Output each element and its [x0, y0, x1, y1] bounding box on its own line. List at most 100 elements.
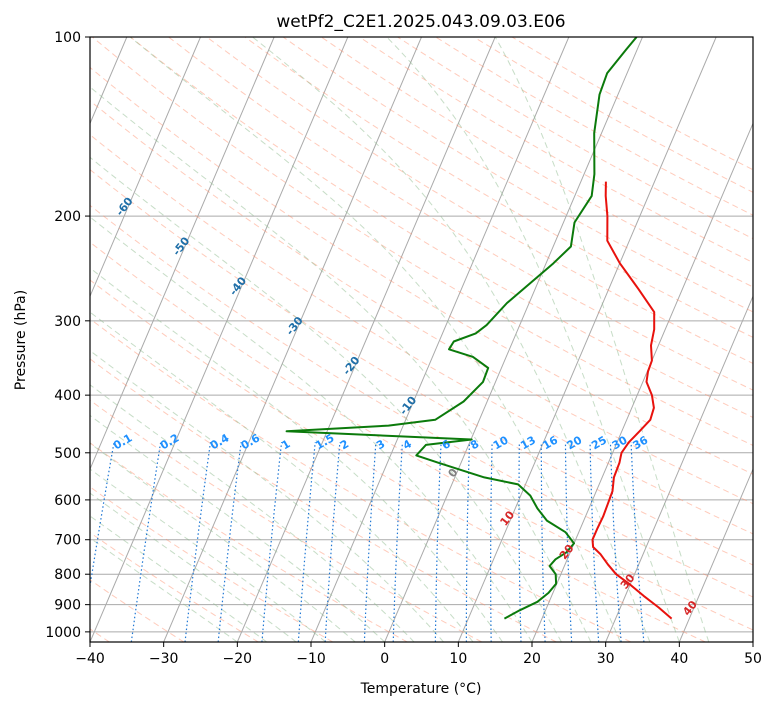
dry-adiabat-label: -30 [283, 314, 306, 338]
dry-adiabat-line [90, 358, 557, 642]
dry-adiabat-label: -40 [227, 274, 250, 298]
isotherm-line [605, 295, 753, 642]
moist-adiabat-line [90, 537, 238, 642]
dry-adiabat-line [90, 66, 753, 475]
y-tick-label: 300 [54, 314, 81, 330]
moist-adiabat-line [90, 414, 386, 642]
mixing-ratio-line [324, 442, 341, 642]
mixing-ratio-line [363, 442, 377, 642]
dewpoint-line [285, 37, 638, 620]
mixing-ratio-label: 0.4 [208, 431, 232, 452]
x-tick-label: 0 [380, 651, 389, 667]
mixing-ratio-label: 16 [540, 433, 560, 452]
moist-adiabat-line [90, 492, 297, 642]
dry-adiabat-line [91, 37, 753, 447]
dry-adiabat-label: -50 [170, 234, 193, 258]
dry-adiabat-line [206, 37, 753, 364]
mixing-ratio-line [490, 442, 493, 642]
moist-adiabat-line [252, 37, 651, 642]
y-tick-label: 800 [54, 567, 81, 583]
x-tick-label: 40 [670, 651, 688, 667]
mixing-ratio-label: 1.5 [313, 431, 336, 452]
isotherm-line [752, 640, 753, 642]
mixing-ratio-label: 3 [374, 437, 387, 452]
isotherm-line [310, 37, 570, 642]
mixing-ratio-line [90, 442, 115, 590]
mixing-ratio-line [217, 442, 242, 642]
mixing-ratio-line [184, 442, 212, 642]
chart-title: wetPf2_C2E1.2025.043.09.03.E06 [276, 12, 565, 32]
mixing-ratio-label: 25 [589, 433, 609, 452]
dry-adiabat-line [90, 241, 753, 631]
moist-adiabat-line [494, 37, 710, 642]
mixing-ratio-line [434, 442, 442, 642]
mixing-ratio-line [518, 442, 522, 642]
moist-adiabat-line [90, 156, 562, 642]
mixing-ratio-label: 2 [338, 437, 351, 452]
plot-area: 0.10.20.40.611.52346810131620253036-100-… [57, 37, 753, 642]
dry-adiabat-label: -10 [397, 393, 420, 417]
dry-adiabat-line [90, 168, 753, 566]
dry-adiabat-line [244, 37, 753, 338]
mixing-ratio-line [564, 442, 573, 642]
dry-adiabat-line [90, 204, 753, 598]
isotherm-line [90, 37, 201, 298]
mixing-ratio-line [261, 442, 283, 642]
moist-adiabat-line [90, 267, 503, 642]
y-tick-label: 100 [54, 30, 81, 46]
isotherm-line [90, 37, 349, 642]
dry-adiabat-line [90, 399, 483, 642]
mixing-ratio-label: 4 [401, 437, 414, 452]
dry-adiabat-line [90, 134, 753, 535]
mixing-ratio-label: 1 [279, 437, 292, 452]
moist-adiabat-line [386, 37, 680, 642]
dry-adiabat-line [90, 318, 632, 642]
dry-adiabat-line [130, 37, 753, 419]
isotherm-line [678, 467, 753, 642]
mixing-ratio-label: 0.1 [111, 431, 134, 452]
x-tick-label: 10 [449, 651, 467, 667]
isotherm-line [384, 37, 643, 642]
x-tick-label: −10 [296, 651, 326, 667]
x-tick-label: −20 [223, 651, 253, 667]
y-axis-label: Pressure (hPa) [13, 290, 29, 390]
profile-series [285, 37, 673, 620]
dry-adiabat-line [90, 486, 334, 642]
y-tick-label: 900 [54, 598, 81, 614]
dry-adiabat-line [320, 37, 753, 288]
y-tick-label: 600 [54, 493, 81, 509]
dry-adiabat-line [511, 37, 753, 171]
y-tick-label: 700 [54, 533, 81, 549]
isotherm-line [163, 37, 422, 642]
mixing-ratio-line [630, 442, 645, 642]
y-axis-ticks: 100 200 300 400 500 600 700 800 900 1000 [45, 30, 90, 641]
y-tick-label: 200 [54, 209, 81, 225]
y-tick-label: 400 [54, 388, 81, 404]
moist-adiabat-line [90, 442, 356, 642]
mixing-ratio-lines [90, 442, 645, 642]
moist-adiabat-lines [90, 37, 710, 642]
x-tick-label: −40 [75, 651, 105, 667]
mixing-ratio-line [465, 442, 471, 642]
mixing-ratio-label: 0.6 [239, 431, 263, 452]
dry-adiabat-label: -70 [57, 155, 80, 179]
x-axis-ticks: −40 −30 −20 −10 0 10 20 30 40 50 [75, 642, 762, 667]
dry-adiabat-lines [90, 37, 753, 642]
mixing-ratio-line [540, 442, 546, 642]
dry-adiabat-line [168, 37, 753, 391]
y-tick-label: 500 [54, 446, 81, 462]
isotherm-line [90, 37, 275, 471]
temperature-line [591, 181, 673, 620]
dry-adiabat-line [90, 100, 753, 505]
moist-adiabat-line [90, 216, 533, 642]
dry-adiabat-line [90, 531, 259, 642]
mixing-ratio-label: 10 [491, 433, 511, 452]
isotherm-lines [90, 37, 753, 642]
mixing-ratio-line [589, 442, 600, 642]
dry-adiabat-line [90, 279, 706, 642]
x-tick-label: 20 [523, 651, 541, 667]
mixing-ratio-line [392, 442, 403, 642]
x-tick-label: 30 [597, 651, 615, 667]
dry-adiabat-label: -60 [113, 195, 136, 219]
